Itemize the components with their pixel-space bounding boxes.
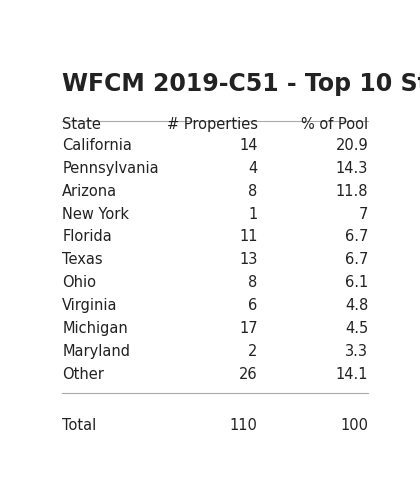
Text: WFCM 2019-C51 - Top 10 States: WFCM 2019-C51 - Top 10 States [62, 72, 420, 95]
Text: 7: 7 [359, 206, 368, 222]
Text: Michigan: Michigan [62, 321, 128, 336]
Text: 110: 110 [230, 418, 257, 432]
Text: % of Pool: % of Pool [301, 116, 368, 131]
Text: 6.7: 6.7 [345, 252, 368, 267]
Text: California: California [62, 138, 132, 153]
Text: Other: Other [62, 367, 104, 382]
Text: 2: 2 [248, 344, 257, 359]
Text: # Properties: # Properties [167, 116, 257, 131]
Text: State: State [62, 116, 101, 131]
Text: Total: Total [62, 418, 97, 432]
Text: 4.5: 4.5 [345, 321, 368, 336]
Text: Ohio: Ohio [62, 275, 96, 290]
Text: 8: 8 [248, 275, 257, 290]
Text: 6: 6 [248, 298, 257, 313]
Text: 11.8: 11.8 [336, 184, 368, 199]
Text: Texas: Texas [62, 252, 103, 267]
Text: 13: 13 [239, 252, 257, 267]
Text: 14: 14 [239, 138, 257, 153]
Text: 14.1: 14.1 [336, 367, 368, 382]
Text: 14.3: 14.3 [336, 161, 368, 176]
Text: 1: 1 [248, 206, 257, 222]
Text: 8: 8 [248, 184, 257, 199]
Text: Virginia: Virginia [62, 298, 118, 313]
Text: 6.1: 6.1 [345, 275, 368, 290]
Text: 4: 4 [248, 161, 257, 176]
Text: Florida: Florida [62, 229, 112, 244]
Text: 20.9: 20.9 [336, 138, 368, 153]
Text: 17: 17 [239, 321, 257, 336]
Text: New York: New York [62, 206, 129, 222]
Text: 6.7: 6.7 [345, 229, 368, 244]
Text: 4.8: 4.8 [345, 298, 368, 313]
Text: 11: 11 [239, 229, 257, 244]
Text: Pennsylvania: Pennsylvania [62, 161, 159, 176]
Text: 26: 26 [239, 367, 257, 382]
Text: Maryland: Maryland [62, 344, 130, 359]
Text: Arizona: Arizona [62, 184, 118, 199]
Text: 100: 100 [340, 418, 368, 432]
Text: 3.3: 3.3 [345, 344, 368, 359]
